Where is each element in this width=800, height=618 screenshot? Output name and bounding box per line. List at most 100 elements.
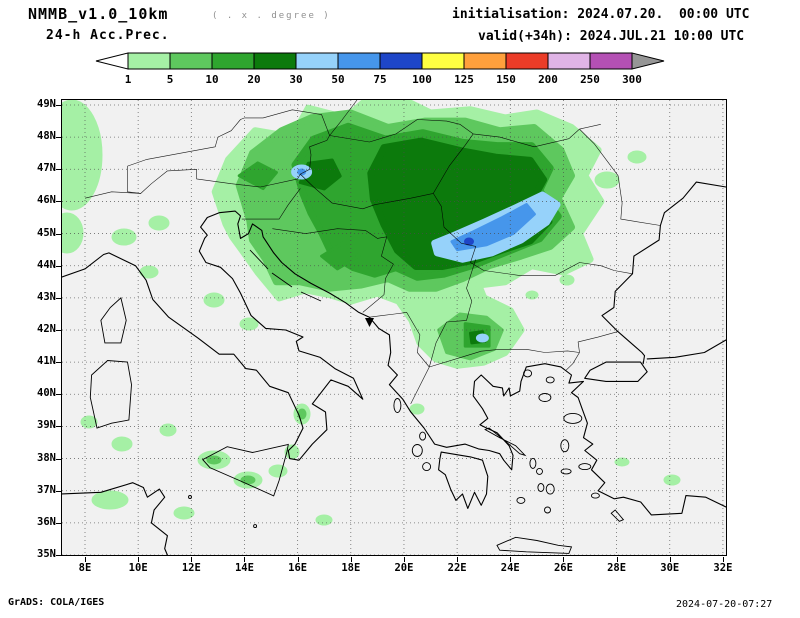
color-scale-legend: 1 5 10 20 30 50 75 100 125 150 200 250 300 — [94, 52, 666, 90]
legend-tick-label: 10 — [205, 73, 218, 86]
coastline-blacksea-west — [601, 181, 726, 357]
island-milos — [516, 496, 526, 504]
islands-dalmatia — [249, 249, 322, 302]
lat-tick — [56, 458, 61, 460]
lat-tick — [56, 330, 61, 331]
island-naxos — [545, 483, 555, 495]
lat-tick — [56, 522, 61, 524]
island-kefalonia — [411, 444, 423, 457]
legend-tick-label: 100 — [412, 73, 432, 86]
legend-band — [589, 52, 633, 70]
coastlines-layer — [62, 181, 726, 555]
island-tinos — [536, 467, 543, 475]
island-samos — [578, 463, 592, 471]
valid-time-line: valid(+34h): 2024.JUL.21 10:00 UTC — [478, 29, 744, 44]
lon-label: 26E — [553, 562, 573, 574]
border-germany-austria — [146, 117, 245, 160]
island-corfu — [393, 398, 402, 413]
island-rhodes — [610, 509, 625, 522]
legend-band — [169, 52, 213, 70]
map-canvas — [62, 100, 726, 555]
island-euboea — [484, 427, 527, 457]
lon-tick — [85, 557, 86, 562]
precipitation-shading-layer — [62, 100, 681, 526]
coastline-blacksea-south — [646, 339, 726, 360]
coastline-tunisia — [62, 482, 168, 555]
lat-label: 37N — [37, 483, 56, 496]
island-andros — [529, 457, 537, 469]
island-lesbos — [563, 412, 583, 424]
coastline-mainland — [62, 210, 726, 516]
island-sardinia — [89, 360, 132, 429]
legend-tick-label: 1 — [125, 73, 132, 86]
legend-arrow-above — [631, 52, 665, 70]
resolution-note: ( . x . degree ) — [212, 11, 331, 21]
creation-timestamp: 2024-07-20-07:27 — [676, 599, 773, 610]
island-thasos — [523, 369, 533, 378]
lat-label: 35N — [37, 548, 56, 560]
island-chios — [560, 439, 570, 453]
lat-label: 44N — [37, 258, 56, 271]
lat-tick — [56, 297, 61, 299]
island-malta — [253, 524, 258, 529]
lon-label: 24E — [500, 562, 520, 574]
init-value: 2024.07.20. 00:00 UTC — [577, 7, 750, 22]
island-ikaria — [560, 468, 572, 475]
border-serbia-romania-bulgaria-danube — [433, 193, 633, 276]
precip-50-75-core — [450, 203, 536, 252]
legend-canvas: 1 5 10 20 30 50 75 100 125 150 200 250 300 — [95, 52, 665, 86]
lat-label: 39N — [37, 419, 56, 432]
island-santorini — [544, 506, 551, 514]
lon-tick — [563, 557, 565, 562]
legend-band — [547, 52, 591, 70]
lon-label: 28E — [607, 562, 627, 574]
lon-tick — [510, 557, 512, 562]
island-sicily — [201, 443, 289, 497]
lon-tick — [244, 557, 246, 562]
legend-band — [253, 52, 297, 70]
island-limnos — [538, 393, 552, 402]
island-paros — [537, 483, 545, 492]
lon-label: 22E — [447, 562, 467, 574]
lon-label: 10E — [128, 562, 148, 574]
border-albania-montenegro — [369, 312, 430, 405]
lat-label: 43N — [37, 290, 56, 303]
lat-label: 49N — [37, 98, 56, 110]
lat-label: 47N — [37, 162, 56, 175]
lon-tick — [722, 557, 724, 562]
lon-label: 14E — [234, 562, 254, 574]
product-title: 24-h Acc.Prec. — [46, 28, 170, 43]
legend-tick-label: 75 — [373, 73, 386, 86]
legend-tick-label: 200 — [538, 73, 558, 86]
valid-label: valid(+34h): — [478, 29, 572, 44]
island-kos — [590, 492, 600, 499]
bosphorus-strait — [642, 355, 646, 365]
lake-marker — [365, 318, 374, 327]
island-crete — [496, 536, 573, 554]
lon-label: 8E — [78, 562, 92, 574]
lat-tick — [56, 555, 61, 556]
lon-tick — [669, 557, 671, 562]
border-romania — [473, 124, 661, 226]
border-hungary-south — [300, 133, 474, 210]
lat-tick — [56, 169, 61, 171]
lat-label: 45N — [37, 226, 56, 239]
legend-band — [379, 52, 423, 70]
legend-band — [505, 52, 549, 70]
lon-tick — [191, 557, 193, 562]
lat-label: 48N — [37, 130, 56, 143]
island-zakynthos — [422, 462, 432, 472]
lon-label: 20E — [394, 562, 414, 574]
legend-arrow-below — [95, 52, 129, 70]
legend-band — [295, 52, 339, 70]
border-serbia-bulgaria-macedonia-greece — [429, 259, 618, 371]
coastline-peloponnese — [438, 451, 489, 509]
legend-tick-label: 125 — [454, 73, 474, 86]
lon-label: 16E — [288, 562, 308, 574]
lon-tick — [457, 557, 459, 562]
lat-label: 41N — [37, 355, 56, 368]
init-label: initialisation: — [452, 7, 570, 22]
legend-band — [211, 52, 255, 70]
island-samothrace — [545, 376, 555, 384]
legend-tick-label: 300 — [622, 73, 642, 86]
